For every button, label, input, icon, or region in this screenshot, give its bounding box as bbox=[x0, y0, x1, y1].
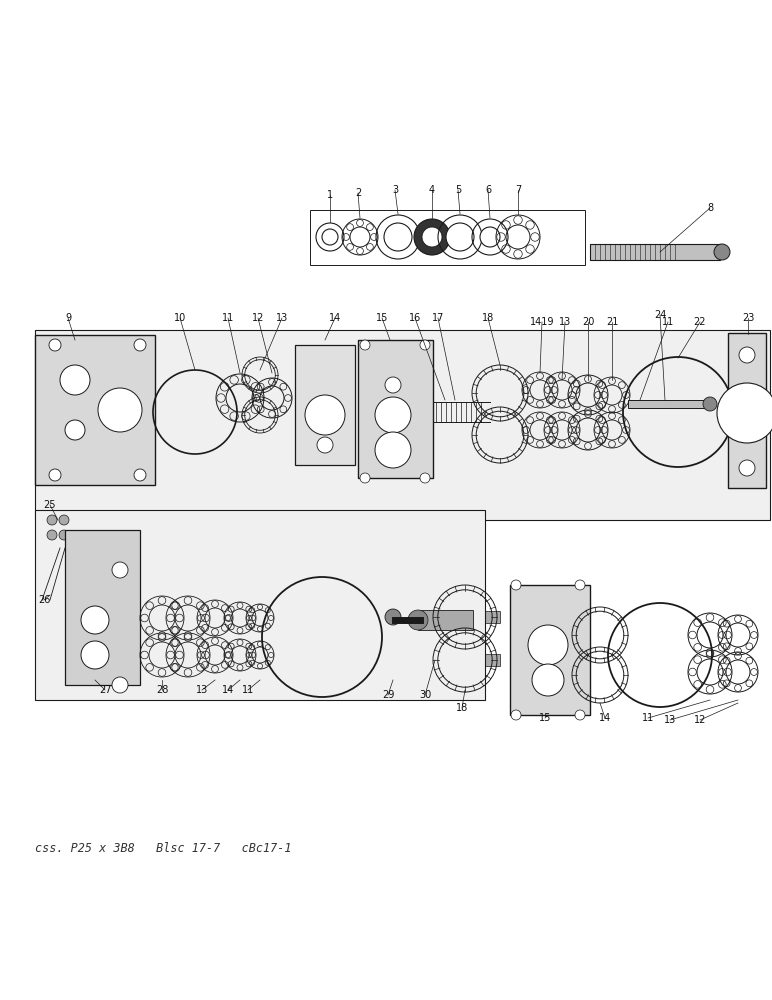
Text: 25: 25 bbox=[44, 500, 56, 510]
Text: css. P25 x 3B8   Blsc 17-7   cBc17-1: css. P25 x 3B8 Blsc 17-7 cBc17-1 bbox=[35, 842, 292, 855]
Circle shape bbox=[59, 515, 69, 525]
Text: 24: 24 bbox=[654, 310, 666, 320]
Text: 8: 8 bbox=[707, 203, 713, 213]
Text: 14: 14 bbox=[599, 713, 611, 723]
Text: 5: 5 bbox=[455, 185, 461, 195]
Circle shape bbox=[739, 347, 755, 363]
Circle shape bbox=[134, 469, 146, 481]
Circle shape bbox=[47, 515, 57, 525]
Text: 11: 11 bbox=[642, 713, 654, 723]
Circle shape bbox=[134, 339, 146, 351]
Bar bbox=[510, 585, 590, 715]
Text: 10: 10 bbox=[174, 313, 186, 323]
Circle shape bbox=[65, 420, 85, 440]
Circle shape bbox=[575, 710, 585, 720]
Circle shape bbox=[420, 340, 430, 350]
Circle shape bbox=[717, 383, 772, 443]
Circle shape bbox=[322, 229, 338, 245]
Bar bbox=[358, 340, 433, 478]
Circle shape bbox=[414, 219, 450, 255]
Text: 6: 6 bbox=[485, 185, 491, 195]
Text: 21: 21 bbox=[606, 317, 618, 327]
Bar bbox=[310, 210, 585, 265]
Circle shape bbox=[360, 340, 370, 350]
Bar bbox=[35, 335, 155, 485]
Text: 26: 26 bbox=[38, 595, 50, 605]
Circle shape bbox=[317, 437, 333, 453]
Circle shape bbox=[528, 625, 568, 665]
Text: 4: 4 bbox=[429, 185, 435, 195]
Circle shape bbox=[422, 227, 442, 247]
Circle shape bbox=[384, 223, 412, 251]
Circle shape bbox=[446, 223, 474, 251]
Text: 12: 12 bbox=[694, 715, 706, 725]
Circle shape bbox=[511, 580, 521, 590]
Text: 11: 11 bbox=[662, 317, 674, 327]
Text: 1419: 1419 bbox=[530, 317, 554, 327]
Circle shape bbox=[575, 580, 585, 590]
Circle shape bbox=[305, 395, 345, 435]
Text: 28: 28 bbox=[156, 685, 168, 695]
Bar bbox=[460, 654, 500, 666]
Text: 13: 13 bbox=[276, 313, 288, 323]
Circle shape bbox=[480, 227, 500, 247]
Circle shape bbox=[739, 460, 755, 476]
Bar bbox=[628, 400, 708, 408]
Circle shape bbox=[714, 244, 730, 260]
Circle shape bbox=[385, 377, 401, 393]
Circle shape bbox=[49, 339, 61, 351]
Circle shape bbox=[59, 530, 69, 540]
Circle shape bbox=[532, 664, 564, 696]
Text: 27: 27 bbox=[99, 685, 111, 695]
Bar bbox=[35, 330, 770, 520]
Circle shape bbox=[408, 610, 428, 630]
Circle shape bbox=[385, 609, 401, 625]
Circle shape bbox=[81, 606, 109, 634]
Text: 7: 7 bbox=[515, 185, 521, 195]
Text: 29: 29 bbox=[382, 690, 394, 700]
Bar bbox=[460, 611, 500, 623]
Text: 13: 13 bbox=[559, 317, 571, 327]
Text: 14: 14 bbox=[329, 313, 341, 323]
Circle shape bbox=[420, 473, 430, 483]
Text: 22: 22 bbox=[694, 317, 706, 327]
Text: 20: 20 bbox=[582, 317, 594, 327]
Circle shape bbox=[49, 469, 61, 481]
Circle shape bbox=[98, 388, 142, 432]
Text: 11: 11 bbox=[242, 685, 254, 695]
Bar bbox=[35, 510, 485, 700]
Text: 30: 30 bbox=[419, 690, 431, 700]
Text: 16: 16 bbox=[409, 313, 421, 323]
Circle shape bbox=[47, 530, 57, 540]
Circle shape bbox=[360, 473, 370, 483]
Text: 2: 2 bbox=[355, 188, 361, 198]
Circle shape bbox=[60, 365, 90, 395]
Text: 1: 1 bbox=[327, 190, 333, 200]
Text: 3: 3 bbox=[392, 185, 398, 195]
Text: 15: 15 bbox=[539, 713, 551, 723]
Text: 17: 17 bbox=[432, 313, 444, 323]
Text: 13: 13 bbox=[664, 715, 676, 725]
Text: 12: 12 bbox=[252, 313, 264, 323]
Bar bbox=[65, 530, 140, 685]
Circle shape bbox=[375, 397, 411, 433]
Bar bbox=[728, 333, 766, 488]
Text: 18: 18 bbox=[456, 703, 468, 713]
Text: 23: 23 bbox=[742, 313, 754, 323]
Text: 11: 11 bbox=[222, 313, 234, 323]
Circle shape bbox=[112, 677, 128, 693]
Bar bbox=[590, 244, 720, 260]
Circle shape bbox=[375, 432, 411, 468]
Text: 18: 18 bbox=[482, 313, 494, 323]
Text: 14: 14 bbox=[222, 685, 234, 695]
Circle shape bbox=[81, 641, 109, 669]
Bar bbox=[295, 345, 355, 465]
Circle shape bbox=[112, 562, 128, 578]
Circle shape bbox=[511, 710, 521, 720]
Text: 9: 9 bbox=[65, 313, 71, 323]
Bar bbox=[418, 610, 473, 630]
Circle shape bbox=[703, 397, 717, 411]
Text: 13: 13 bbox=[196, 685, 208, 695]
Text: 15: 15 bbox=[376, 313, 388, 323]
